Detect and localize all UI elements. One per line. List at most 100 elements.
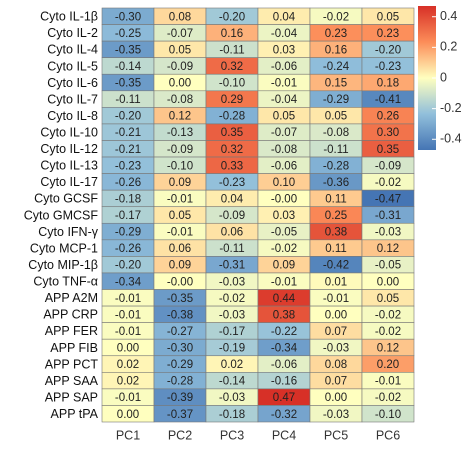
cell-label: 0.05 xyxy=(377,293,399,305)
cell-label: -0.17 xyxy=(219,326,245,338)
cell-label: 0.11 xyxy=(325,193,347,205)
cell-label: 0.35 xyxy=(377,144,399,156)
cell-label: -0.03 xyxy=(375,227,401,239)
cell-label: 0.01 xyxy=(325,276,347,288)
row-label: Cyto IL-12 xyxy=(40,142,98,156)
cell-label: -0.31 xyxy=(219,260,245,272)
cell-label: 0.12 xyxy=(377,343,399,355)
cell-label: 0.38 xyxy=(273,309,295,321)
cell-label: 0.11 xyxy=(325,243,347,255)
cell-label: -0.01 xyxy=(167,193,193,205)
cell-label: -0.30 xyxy=(115,11,141,23)
cell-label: -0.01 xyxy=(271,276,297,288)
row-label: Cyto TNF-α xyxy=(33,275,98,289)
cell-label: -0.28 xyxy=(167,376,193,388)
cell-label: -0.42 xyxy=(323,260,349,272)
cell-label: -0.01 xyxy=(115,293,141,305)
cell-label: -0.02 xyxy=(219,293,245,305)
cell-label: 0.16 xyxy=(221,28,243,40)
colorbar-tick-label: 0 xyxy=(440,70,447,84)
cell-label: -0.37 xyxy=(167,409,193,421)
cell-label: 0.47 xyxy=(273,392,295,404)
cell-label: -0.24 xyxy=(323,61,350,73)
row-label: Cyto GCSF xyxy=(34,192,98,206)
row-label: Cyto IL-1β xyxy=(40,10,98,24)
cell-label: 0.05 xyxy=(169,44,191,56)
cell-label: 0.09 xyxy=(273,260,295,272)
row-label: Cyto IL-8 xyxy=(47,109,98,123)
cell-label: -0.10 xyxy=(167,160,193,172)
cell-label: -0.11 xyxy=(219,243,244,255)
cell-label: -0.18 xyxy=(219,409,245,421)
cell-label: 0.12 xyxy=(377,243,399,255)
row-label: APP PCT xyxy=(45,357,99,371)
cell-label: -0.30 xyxy=(167,343,193,355)
cell-label: -0.13 xyxy=(167,127,193,139)
cell-label: -0.09 xyxy=(167,61,193,73)
cell-label: 0.23 xyxy=(325,28,347,40)
cell-label: -0.08 xyxy=(323,127,349,139)
cell-label: -0.08 xyxy=(271,144,297,156)
cell-label: 0.09 xyxy=(169,177,191,189)
row-label: Cyto IL-7 xyxy=(47,92,98,106)
row-label: Cyto MIP-1β xyxy=(28,258,98,272)
cell-label: -0.14 xyxy=(115,61,142,73)
cell-label: 0.07 xyxy=(325,376,347,388)
cell-label: -0.06 xyxy=(271,61,297,73)
cell-label: -0.04 xyxy=(271,28,298,40)
cell-label: -0.20 xyxy=(375,44,401,56)
cell-label: 0.16 xyxy=(325,44,347,56)
row-label: Cyto GMCSF xyxy=(24,208,99,222)
cell-label: 0.00 xyxy=(377,276,399,288)
cell-label: -0.35 xyxy=(115,78,141,90)
cell-label: 0.09 xyxy=(169,260,191,272)
cell-label: -0.08 xyxy=(167,94,193,106)
cell-label: 0.05 xyxy=(325,111,347,123)
cell-label: -0.01 xyxy=(323,293,349,305)
column-label: PC3 xyxy=(220,428,244,442)
cell-label: 0.02 xyxy=(221,359,243,371)
cell-label: -0.35 xyxy=(167,293,193,305)
cell-label: -0.03 xyxy=(323,343,349,355)
row-label: APP A2M xyxy=(45,291,98,305)
cell-label: 0.33 xyxy=(221,160,243,172)
cell-label: -0.10 xyxy=(375,409,401,421)
row-label: Cyto IL-10 xyxy=(40,125,98,139)
cell-label: 0.06 xyxy=(221,227,243,239)
cell-label: 0.29 xyxy=(221,94,243,106)
cell-label: 0.18 xyxy=(377,78,399,90)
cell-label: 0.05 xyxy=(169,210,191,222)
cell-label: 0.23 xyxy=(377,28,399,40)
cell-label: 0.00 xyxy=(325,309,347,321)
cell-label: -0.09 xyxy=(219,210,245,222)
cell-label: 0.26 xyxy=(377,111,399,123)
cell-label: -0.11 xyxy=(219,44,244,56)
cell-label: 0.44 xyxy=(273,293,296,305)
cell-label: -0.23 xyxy=(219,177,245,189)
cell-label: -0.11 xyxy=(115,94,140,106)
column-label: PC2 xyxy=(168,428,192,442)
cell-label: -0.26 xyxy=(115,243,141,255)
cell-label: -0.03 xyxy=(219,276,245,288)
cell-label: -0.11 xyxy=(323,144,348,156)
row-label: Cyto MCP-1 xyxy=(30,241,98,255)
cell-label: -0.29 xyxy=(115,227,141,239)
cell-label: -0.34 xyxy=(115,276,142,288)
cell-label: 0.02 xyxy=(117,376,139,388)
row-label: Cyto IFN-γ xyxy=(38,225,98,239)
cell-label: 0.03 xyxy=(273,210,295,222)
cell-label: -0.27 xyxy=(167,326,193,338)
colorbar xyxy=(418,6,436,150)
cell-label: -0.31 xyxy=(375,210,401,222)
cell-label: -0.00 xyxy=(271,193,297,205)
cell-label: -0.28 xyxy=(219,111,245,123)
row-label: Cyto IL-6 xyxy=(47,76,98,90)
cell-label: -0.18 xyxy=(115,193,141,205)
cell-label: -0.39 xyxy=(167,392,193,404)
cell-label: 0.08 xyxy=(325,359,347,371)
colorbar-tick-label: -0.4 xyxy=(440,132,462,146)
row-label: APP tPA xyxy=(51,407,99,421)
cell-label: -0.04 xyxy=(271,94,298,106)
cell-label: -0.47 xyxy=(375,193,401,205)
